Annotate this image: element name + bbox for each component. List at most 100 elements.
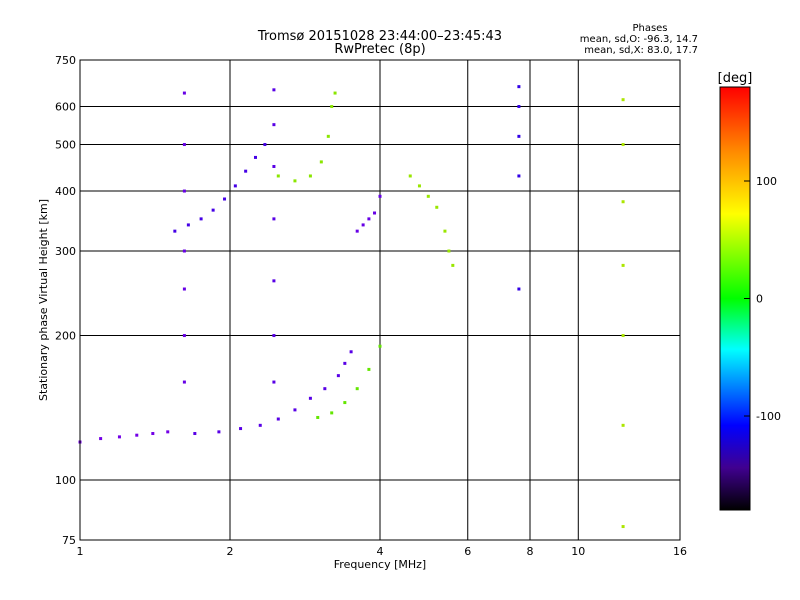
data-point [408, 174, 412, 178]
chart-subtitle: RwPretec (8p) [334, 42, 425, 57]
data-point [443, 229, 447, 233]
data-point [272, 123, 276, 127]
data-point [217, 430, 221, 434]
data-point [333, 91, 337, 95]
data-point [233, 184, 237, 188]
x-axis-label: Frequency [MHz] [334, 558, 426, 571]
data-point [272, 380, 276, 384]
phase-box-x-stats: mean, sd,X: 83.0, 17.7 [584, 45, 698, 56]
data-point [517, 85, 521, 89]
colorbar-tick-label: 100 [756, 175, 777, 188]
data-point [182, 334, 186, 338]
data-point [621, 423, 625, 427]
data-point [186, 223, 190, 227]
data-point [223, 197, 227, 201]
y-tick-label: 300 [55, 245, 76, 258]
data-point [239, 427, 243, 431]
data-point [621, 525, 625, 529]
data-point [343, 401, 347, 405]
y-tick-label: 75 [62, 534, 76, 547]
data-point [182, 143, 186, 147]
x-tick-label: 1 [77, 545, 84, 558]
data-point [272, 164, 276, 168]
x-tick-label: 8 [527, 545, 534, 558]
data-point [330, 411, 334, 415]
data-point [182, 189, 186, 193]
data-point [517, 174, 521, 178]
data-point [99, 437, 103, 441]
colorbar-tick-label: 0 [756, 293, 763, 306]
data-point [166, 430, 170, 434]
data-point [244, 169, 248, 173]
data-point [308, 396, 312, 400]
data-point [378, 344, 382, 348]
data-point [621, 334, 625, 338]
chart-title: Tromsø 20151028 23:44:00–23:45:43 [257, 29, 502, 44]
data-point [326, 134, 330, 138]
y-tick-label: 750 [55, 54, 76, 67]
data-point [330, 105, 334, 109]
grid-lines [80, 60, 680, 540]
colorbar-tick-label: -100 [756, 410, 781, 423]
data-point [355, 229, 359, 233]
y-tick-label: 100 [55, 474, 76, 487]
x-tick-label: 6 [464, 545, 471, 558]
y-axis-label: Stationary phase Virtual Height [km] [37, 199, 50, 401]
y-tick-label: 200 [55, 330, 76, 343]
y-tick-label: 500 [55, 139, 76, 152]
data-point [378, 194, 382, 198]
data-point [182, 91, 186, 95]
data-point [182, 287, 186, 291]
data-point [135, 433, 139, 437]
data-point [199, 217, 203, 221]
data-point [253, 155, 257, 159]
y-tick-label: 400 [55, 185, 76, 198]
data-point [451, 263, 455, 267]
data-point [258, 423, 262, 427]
data-point [426, 194, 430, 198]
data-point [173, 229, 177, 233]
x-axis-ticks: 1 2 4 6 8 10 16 [77, 545, 688, 558]
x-tick-label: 4 [377, 545, 384, 558]
data-point [182, 380, 186, 384]
data-point [151, 432, 155, 436]
x-tick-label: 10 [571, 545, 585, 558]
data-point [621, 98, 625, 102]
data-point [517, 105, 521, 109]
colorbar-ticks: 100 0 -100 [744, 175, 781, 423]
x-tick-label: 2 [227, 545, 234, 558]
data-point [355, 387, 359, 391]
data-point [319, 160, 323, 164]
data-point [361, 223, 365, 227]
data-point [272, 88, 276, 92]
data-point [621, 200, 625, 204]
data-point [435, 205, 439, 209]
data-point [276, 417, 280, 421]
data-point [417, 184, 421, 188]
data-point [367, 217, 371, 221]
data-point [336, 374, 340, 378]
x-tick-label: 16 [673, 545, 687, 558]
data-point [263, 143, 267, 147]
data-point [349, 350, 353, 354]
data-point [276, 174, 280, 178]
colorbar-label: [deg] [718, 71, 753, 86]
y-axis-ticks: 75 100 200 300 400 500 600 750 [55, 54, 76, 547]
phase-box-title: Phases [632, 23, 667, 34]
data-point [182, 249, 186, 253]
data-point [621, 143, 625, 147]
data-point [272, 334, 276, 338]
data-point [447, 249, 451, 253]
data-point [621, 263, 625, 267]
data-point [323, 387, 327, 391]
data-point [517, 134, 521, 138]
data-point [517, 287, 521, 291]
phase-box-o-stats: mean, sd,O: -96.3, 14.7 [580, 34, 698, 45]
data-point [373, 211, 377, 215]
data-point [117, 435, 121, 439]
data-point [308, 174, 312, 178]
data-point [367, 367, 371, 371]
data-point [272, 217, 276, 221]
data-point [293, 408, 297, 412]
